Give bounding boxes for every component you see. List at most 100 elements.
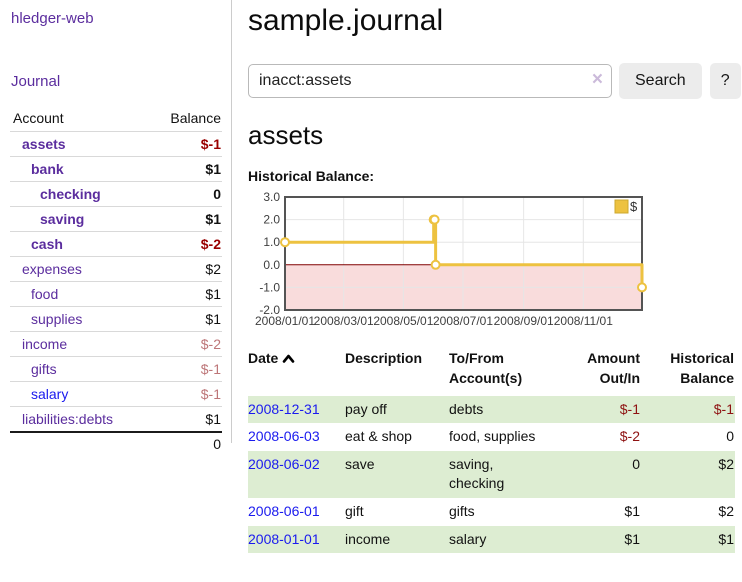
x-axis-label: 2008/11/01 [554,314,613,328]
sidebar-nav: Journal [10,73,222,90]
x-axis-label: 2008/03/01 [314,314,374,328]
register-table: Date Description To/From Account(s) Amou… [248,346,735,554]
account-link[interactable]: expenses [22,261,82,277]
description-cell: gift [345,502,364,519]
accounts-total-spacer [10,431,149,455]
register-header-balance: Historical Balance [670,350,734,387]
account-balance: $-1 [148,381,222,407]
register-table-body: 2008-12-31 pay off debts $-1 $-1 2008-06-03 ea… [248,395,735,554]
account-balance: $-2 [148,331,222,357]
accounts-cell: saving, checking [449,455,505,492]
account-row: liabilities:debts $1 [10,406,222,433]
account-link[interactable]: salary [31,386,69,402]
chart-border [284,196,643,311]
balance-cell: 0 [726,428,734,445]
brand-link[interactable]: hledger-web [11,10,94,27]
accounts-header-balance: Balance [148,107,222,132]
description-cell: income [345,530,391,547]
transaction-date-link[interactable]: 2008-06-01 [248,502,320,519]
y-axis-label: 2.0 [263,213,280,227]
account-link[interactable]: assets [22,136,66,152]
accounts-cell: gifts [449,502,475,519]
description-cell: pay off [345,400,387,417]
register-header-amount: Amount Out/In [587,350,640,387]
account-balance: $-1 [148,131,222,157]
account-link[interactable]: gifts [31,361,57,377]
account-row: income $-2 [10,331,222,357]
accounts-cell: debts [449,400,484,417]
date-cell: 2008-06-02 [248,451,345,498]
transaction-date-link[interactable]: 2008-01-01 [248,530,320,547]
register-row: 2008-12-31 pay off debts $-1 $-1 [248,395,735,424]
chart-point-marker [637,282,647,293]
balance-chart-svg: 3.0 2.0 1.0 0.0 -1.0 -2.02008/01/012008/03/01… [255,191,647,328]
description-cell: save [345,455,375,472]
accounts-cell: salary [449,530,487,547]
clear-search-icon[interactable]: × [591,69,603,90]
search-input[interactable] [248,64,612,98]
balance-cell: $1 [718,530,734,547]
legend-label: $ [630,199,638,214]
accounts-total-row: 0 [10,431,222,455]
transaction-date-link[interactable]: 2008-12-31 [248,400,320,417]
chart-point-marker [430,259,441,270]
help-button[interactable]: ? [709,63,741,99]
account-link[interactable]: food [31,286,59,302]
account-row: expenses $2 [10,256,222,282]
account-balance: $-1 [148,356,222,382]
amount-cell: $1 [624,502,640,519]
account-link[interactable]: liabilities:debts [22,411,114,427]
historical-balance-chart: 3.0 2.0 1.0 0.0 -1.0 -2.0 2008/01/01 2008/03/01… [248,191,742,331]
transaction-date-link[interactable]: 2008-06-02 [248,455,320,472]
register-header-date[interactable]: Date [248,346,345,396]
balance-cell: $2 [718,502,734,519]
amount-cell: 0 [632,455,640,472]
balance-cell: $-1 [713,400,734,417]
accounts-cell: food, supplies [449,428,536,445]
chart-point-marker [280,237,290,248]
account-balance: $-2 [148,231,222,257]
register-row: 2008-06-02 save saving, checking 0 $2 [248,450,735,498]
register-header-accounts: To/From Account(s) [449,350,523,387]
amount-cell: $1 [624,530,640,547]
account-link[interactable]: supplies [31,311,83,327]
account-link[interactable]: bank [31,161,64,177]
account-link[interactable]: cash [31,236,63,252]
register-row: 2008-06-03 eat & shop food, supplies $-2 0 [248,423,735,451]
account-row: salary $-1 [10,381,222,407]
account-balance: $2 [148,256,222,282]
sidebar: hledger-web Journal Account Balance asse… [0,0,232,455]
transaction-date-link[interactable]: 2008-06-03 [248,428,320,445]
account-title: assets [248,120,324,150]
accounts-table: Account Balance assets $-1 bank $1 checking 0… [10,107,222,455]
account-link[interactable]: income [22,336,68,352]
account-link[interactable]: saving [40,211,85,227]
account-table-body: assets $-1 bank $1 checking 0 saving $1 cash $-2 e… [10,131,222,433]
accounts-header-row: Account Balance [10,107,222,132]
date-header-label: Date [248,350,279,366]
account-balance: $1 [148,406,222,433]
date-cell: 2008-06-01 [248,498,345,526]
register-row: 2008-06-01 gift gifts $1 $2 [248,498,735,526]
search-field-wrap: × [248,64,612,98]
account-row: saving $1 [10,206,222,232]
page-title: sample.journal [248,4,444,37]
search-bar: × Search ? [248,63,742,99]
x-axis-label: 2008/09/01 [494,314,554,328]
account-balance: $1 [148,206,222,232]
account-row: gifts $-1 [10,356,222,382]
y-axis-label: 1.0 [263,235,280,249]
x-axis-label: 2008/01/01 [255,314,315,328]
legend-swatch-icon [614,199,629,214]
nav-journal-link[interactable]: Journal [11,73,61,90]
account-balance: $1 [148,306,222,332]
accounts-total-balance: 0 [148,431,222,455]
date-cell: 2008-06-03 [248,423,345,451]
account-balance: $1 [148,156,222,182]
accounts-header-account: Account [10,107,149,132]
search-button[interactable]: Search [619,63,702,99]
y-axis-label: -2.0 [259,303,280,317]
y-axis-label: -1.0 [259,280,280,294]
account-link[interactable]: checking [40,186,101,202]
